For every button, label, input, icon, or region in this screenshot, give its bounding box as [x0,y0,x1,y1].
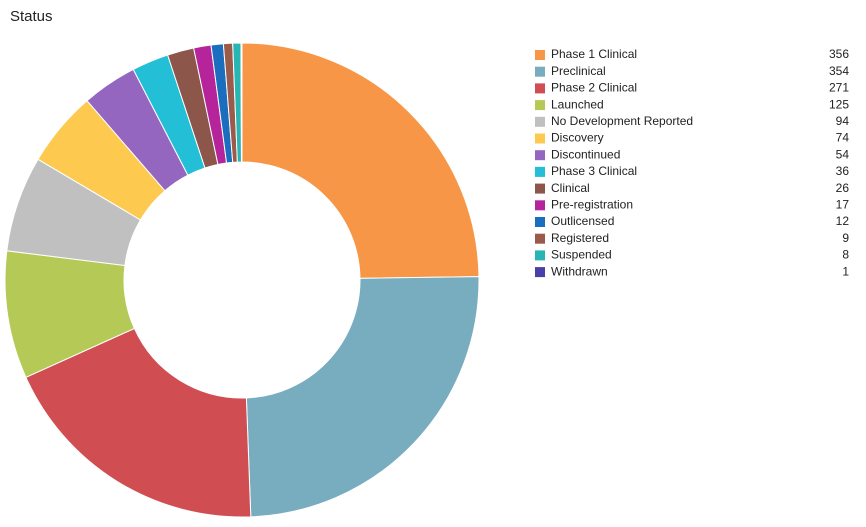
legend-label: Clinical [551,181,590,195]
legend-swatch [535,50,545,60]
legend-swatch [535,116,545,127]
legend-label: Launched [551,97,604,111]
legend-value: 54 [836,147,850,161]
legend-swatch [535,66,545,77]
legend-label: Discontinued [551,147,620,161]
legend-value: 9 [842,231,849,245]
legend-swatch [535,150,545,161]
legend-value: 74 [836,131,850,145]
legend-label: Registered [551,231,609,245]
legend-value: 356 [829,47,849,61]
legend-label: Preclinical [551,64,606,78]
slice [245,276,480,518]
legend-label: Phase 3 Clinical [551,164,637,178]
legend-value: 271 [829,81,849,95]
legend-label: Pre-registration [551,197,633,211]
legend-swatch [535,217,545,227]
legend-label: Discovery [551,131,604,145]
slice [240,42,243,163]
legend-value: 26 [836,181,850,195]
legend-swatch [535,133,545,144]
legend-label: Outlicensed [551,214,614,228]
legend-label: No Development Reported [551,114,693,128]
legend-swatch [535,100,545,111]
legend-value: 354 [829,64,849,78]
legend-swatch [535,200,545,211]
legend-value: 17 [836,197,850,211]
legend-swatch [535,183,545,194]
legend-value: 8 [842,248,849,262]
legend-value: 94 [836,114,850,128]
slice [25,327,252,518]
legend-value: 12 [836,214,850,228]
legend-swatch [535,83,545,94]
legend-swatch [535,250,545,261]
legend-label: Suspended [551,248,612,262]
legend-swatch [535,233,545,244]
chart-title: Status [10,8,53,25]
legend-label: Withdrawn [551,264,608,278]
slice [241,42,480,279]
legend-swatch [535,267,545,278]
legend-label: Phase 1 Clinical [551,47,637,61]
legend-value: 125 [829,97,849,111]
legend-value: 1 [842,264,849,278]
legend-swatch [535,166,545,177]
legend-value: 36 [836,164,850,178]
legend-label: Phase 2 Clinical [551,81,637,95]
